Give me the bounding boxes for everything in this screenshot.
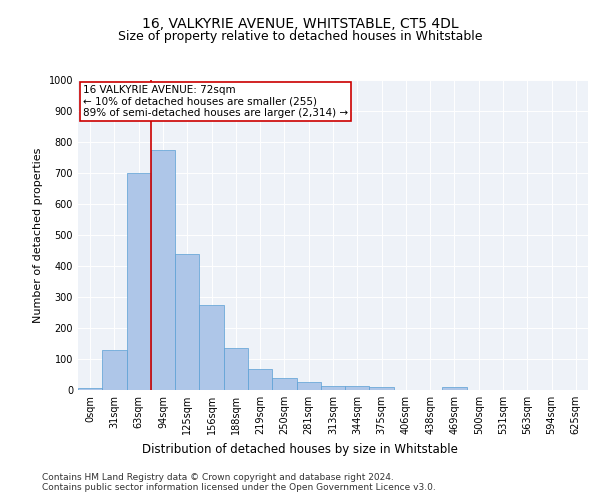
Bar [102,350,127,390]
Bar [248,369,272,390]
Bar [296,382,321,390]
Bar [272,378,296,390]
Text: Distribution of detached houses by size in Whitstable: Distribution of detached houses by size … [142,442,458,456]
Bar [442,387,467,390]
Bar [345,386,370,390]
Text: 16 VALKYRIE AVENUE: 72sqm
← 10% of detached houses are smaller (255)
89% of semi: 16 VALKYRIE AVENUE: 72sqm ← 10% of detac… [83,84,348,118]
Bar [224,348,248,390]
Bar [151,150,175,390]
Y-axis label: Number of detached properties: Number of detached properties [33,148,43,322]
Bar [321,386,345,390]
Bar [175,254,199,390]
Text: 16, VALKYRIE AVENUE, WHITSTABLE, CT5 4DL: 16, VALKYRIE AVENUE, WHITSTABLE, CT5 4DL [142,18,458,32]
Bar [127,173,151,390]
Text: Size of property relative to detached houses in Whitstable: Size of property relative to detached ho… [118,30,482,43]
Bar [370,387,394,390]
Text: Contains public sector information licensed under the Open Government Licence v3: Contains public sector information licen… [42,482,436,492]
Bar [78,388,102,390]
Bar [199,304,224,390]
Text: Contains HM Land Registry data © Crown copyright and database right 2024.: Contains HM Land Registry data © Crown c… [42,472,394,482]
